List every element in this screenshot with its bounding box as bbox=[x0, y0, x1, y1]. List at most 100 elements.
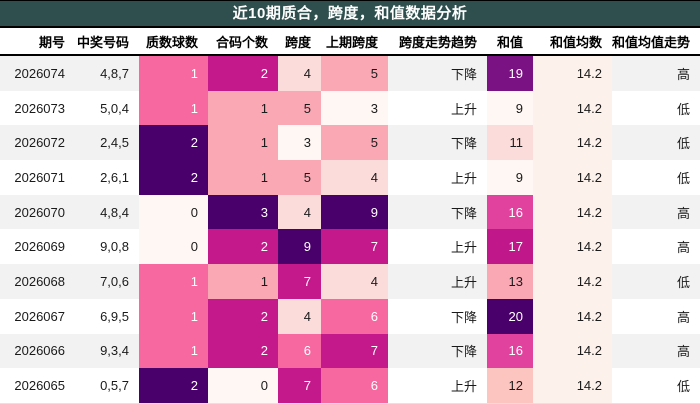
table-row: 2026074 4,8,7 1 2 4 5 下降 19 14.2 高 bbox=[0, 55, 700, 91]
cell-sum-avg: 14.2 bbox=[533, 125, 612, 161]
cell-prev-span: 7 bbox=[321, 229, 388, 265]
cell-prev-span: 7 bbox=[321, 333, 388, 369]
cell-sum-avg: 14.2 bbox=[533, 368, 612, 404]
cell-prev-span: 3 bbox=[321, 90, 388, 126]
cell-span: 4 bbox=[278, 194, 321, 230]
cell-period: 2026071 bbox=[0, 160, 75, 195]
cell-sum-avg-trend: 高 bbox=[612, 229, 700, 265]
cell-sum: 20 bbox=[487, 298, 533, 334]
table-row: 2026071 2,6,1 2 1 5 4 上升 9 14.2 低 bbox=[0, 160, 700, 195]
cell-sum: 12 bbox=[487, 368, 533, 404]
cell-sum-avg-trend: 低 bbox=[612, 264, 700, 299]
cell-prime-count: 2 bbox=[139, 160, 208, 195]
cell-sum-avg-trend: 高 bbox=[612, 298, 700, 334]
cell-winning-numbers: 9,3,4 bbox=[75, 333, 139, 369]
cell-span-trend: 下降 bbox=[388, 55, 487, 91]
cell-span-trend: 上升 bbox=[388, 264, 487, 299]
cell-prev-span: 9 bbox=[321, 194, 388, 230]
cell-sum-avg-trend: 低 bbox=[612, 160, 700, 195]
cell-composite-count: 2 bbox=[208, 55, 278, 91]
cell-prime-count: 2 bbox=[139, 368, 208, 404]
cell-sum-avg-trend: 高 bbox=[612, 194, 700, 230]
cell-prime-count: 1 bbox=[139, 333, 208, 369]
cell-sum-avg: 14.2 bbox=[533, 264, 612, 299]
cell-period: 2026068 bbox=[0, 264, 75, 299]
cell-prime-count: 0 bbox=[139, 229, 208, 265]
cell-sum: 16 bbox=[487, 333, 533, 369]
cell-span: 7 bbox=[278, 264, 321, 299]
cell-composite-count: 1 bbox=[208, 90, 278, 126]
table-row: 2026068 7,0,6 1 1 7 4 上升 13 14.2 低 bbox=[0, 264, 700, 299]
table-row: 2026070 4,8,4 0 3 4 9 下降 16 14.2 高 bbox=[0, 194, 700, 230]
cell-span-trend: 下降 bbox=[388, 194, 487, 230]
col-header-span: 跨度 bbox=[278, 28, 321, 56]
cell-sum-avg: 14.2 bbox=[533, 90, 612, 126]
cell-composite-count: 1 bbox=[208, 125, 278, 161]
cell-prime-count: 1 bbox=[139, 264, 208, 299]
cell-sum: 13 bbox=[487, 264, 533, 299]
table-body: 2026074 4,8,7 1 2 4 5 下降 19 14.2 高 2026073 5,0,4 1 1 5… bbox=[0, 55, 700, 404]
cell-sum-avg: 14.2 bbox=[533, 55, 612, 91]
cell-sum: 9 bbox=[487, 160, 533, 195]
col-header-sum: 和值 bbox=[487, 28, 533, 56]
cell-span: 9 bbox=[278, 229, 321, 265]
cell-prev-span: 6 bbox=[321, 368, 388, 404]
cell-prev-span: 6 bbox=[321, 298, 388, 334]
cell-winning-numbers: 2,4,5 bbox=[75, 125, 139, 161]
cell-span: 4 bbox=[278, 55, 321, 91]
cell-sum-avg: 14.2 bbox=[533, 229, 612, 265]
cell-winning-numbers: 4,8,7 bbox=[75, 55, 139, 91]
table-row: 2026073 5,0,4 1 1 5 3 上升 9 14.2 低 bbox=[0, 90, 700, 126]
cell-period: 2026069 bbox=[0, 229, 75, 265]
cell-sum-avg-trend: 高 bbox=[612, 333, 700, 369]
cell-period: 2026065 bbox=[0, 368, 75, 404]
cell-span-trend: 上升 bbox=[388, 90, 487, 126]
table-row: 2026067 6,9,5 1 2 4 6 下降 20 14.2 高 bbox=[0, 298, 700, 334]
cell-sum-avg: 14.2 bbox=[533, 298, 612, 334]
cell-period: 2026067 bbox=[0, 298, 75, 334]
col-header-composite-count: 合码个数 bbox=[208, 28, 278, 56]
cell-sum-avg: 14.2 bbox=[533, 333, 612, 369]
cell-period: 2026072 bbox=[0, 125, 75, 161]
cell-sum: 17 bbox=[487, 229, 533, 265]
cell-composite-count: 1 bbox=[208, 160, 278, 195]
cell-winning-numbers: 2,6,1 bbox=[75, 160, 139, 195]
cell-sum-avg: 14.2 bbox=[533, 194, 612, 230]
cell-composite-count: 2 bbox=[208, 333, 278, 369]
col-header-sum-avg: 和值均数 bbox=[533, 28, 612, 56]
cell-period: 2026074 bbox=[0, 55, 75, 91]
cell-span: 7 bbox=[278, 368, 321, 404]
col-header-sum-avg-trend: 和值均值走势 bbox=[612, 28, 700, 56]
cell-sum: 11 bbox=[487, 125, 533, 161]
cell-prime-count: 1 bbox=[139, 90, 208, 126]
cell-sum-avg-trend: 低 bbox=[612, 368, 700, 404]
cell-prev-span: 4 bbox=[321, 160, 388, 195]
cell-sum: 9 bbox=[487, 90, 533, 126]
table-row: 2026072 2,4,5 2 1 3 5 下降 11 14.2 低 bbox=[0, 125, 700, 161]
cell-span-trend: 下降 bbox=[388, 333, 487, 369]
cell-span-trend: 下降 bbox=[388, 298, 487, 334]
cell-span: 5 bbox=[278, 160, 321, 195]
cell-prime-count: 0 bbox=[139, 194, 208, 230]
cell-winning-numbers: 0,5,7 bbox=[75, 368, 139, 404]
cell-sum-avg: 14.2 bbox=[533, 160, 612, 195]
col-header-span-trend: 跨度走势趋势 bbox=[388, 28, 487, 56]
cell-prev-span: 5 bbox=[321, 125, 388, 161]
cell-span-trend: 下降 bbox=[388, 125, 487, 161]
page-title: 近10期质合，跨度，和值数据分析 bbox=[0, 0, 700, 28]
cell-span-trend: 上升 bbox=[388, 160, 487, 195]
cell-prev-span: 5 bbox=[321, 55, 388, 91]
cell-span-trend: 上升 bbox=[388, 368, 487, 404]
cell-composite-count: 2 bbox=[208, 229, 278, 265]
col-header-prime-count: 质数球数 bbox=[139, 28, 208, 56]
col-header-period: 期号 bbox=[0, 28, 75, 56]
cell-composite-count: 2 bbox=[208, 298, 278, 334]
cell-winning-numbers: 4,8,4 bbox=[75, 194, 139, 230]
cell-period: 2026066 bbox=[0, 333, 75, 369]
cell-winning-numbers: 6,9,5 bbox=[75, 298, 139, 334]
cell-prime-count: 2 bbox=[139, 125, 208, 161]
table-header-row: 期号 中奖号码 质数球数 合码个数 跨度 上期跨度 跨度走势趋势 和值 和值均数 和值均值走势 bbox=[0, 28, 700, 56]
cell-span-trend: 上升 bbox=[388, 229, 487, 265]
cell-prime-count: 1 bbox=[139, 55, 208, 91]
cell-sum: 16 bbox=[487, 194, 533, 230]
